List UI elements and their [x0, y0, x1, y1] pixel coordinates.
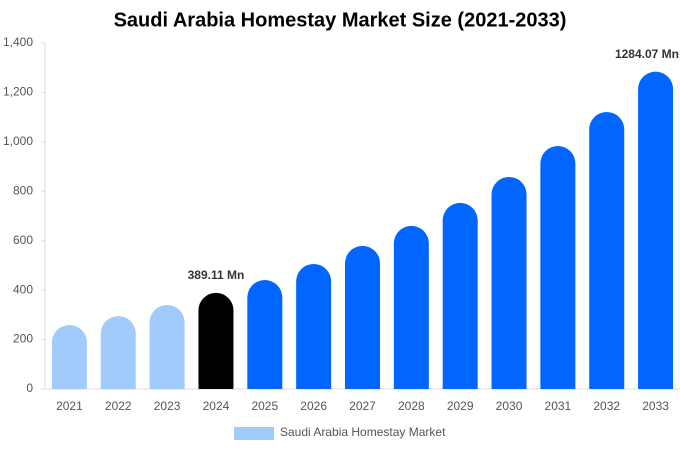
x-tick-label: 2024	[203, 399, 230, 413]
x-tick-label: 2031	[545, 399, 572, 413]
bar	[345, 245, 380, 389]
y-tick-label: 200	[13, 332, 33, 346]
x-tick-label: 2028	[398, 399, 425, 413]
y-tick-label: 1,200	[3, 85, 33, 99]
x-tick-label: 2029	[447, 399, 474, 413]
bar	[149, 304, 185, 389]
bar	[247, 280, 283, 389]
x-tick-label: 2023	[154, 399, 181, 413]
bar	[589, 111, 625, 390]
x-tick-label: 2032	[593, 399, 620, 413]
y-tick-label: 600	[13, 233, 33, 247]
y-tick-label: 0	[26, 381, 33, 395]
bar	[100, 316, 136, 389]
bar	[51, 324, 87, 389]
bar	[442, 202, 478, 389]
y-tick-label: 1,400	[3, 35, 33, 49]
y-tick-label: 1,000	[3, 134, 33, 148]
bar	[491, 176, 527, 389]
x-tick-label: 2030	[496, 399, 523, 413]
x-tick-label: 2021	[56, 399, 83, 413]
y-tick-label: 800	[13, 183, 33, 197]
x-tick-label: 2022	[105, 399, 132, 413]
data-label: 1284.07 Mn	[615, 47, 679, 61]
chart-title: Saudi Arabia Homestay Market Size (2021-…	[114, 9, 567, 31]
bar	[198, 292, 234, 389]
y-tick-label: 400	[13, 282, 33, 296]
x-tick-label: 2033	[642, 399, 669, 413]
data-label: 389.11 Mn	[188, 268, 245, 282]
legend-label: Saudi Arabia Homestay Market	[280, 425, 446, 439]
x-tick-label: 2025	[251, 399, 278, 413]
x-tick-label: 2026	[300, 399, 327, 413]
bar	[638, 71, 674, 389]
bar	[540, 146, 576, 389]
legend-swatch	[234, 427, 274, 440]
bar	[393, 225, 429, 389]
x-tick-label: 2027	[349, 399, 376, 413]
bar	[296, 263, 332, 389]
